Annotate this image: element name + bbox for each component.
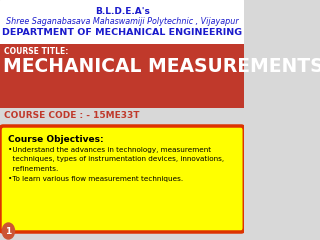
Text: •Understand the advances in technology, measurement: •Understand the advances in technology, … [8, 147, 211, 153]
Text: COURSE TITLE:: COURSE TITLE: [4, 47, 68, 56]
FancyBboxPatch shape [0, 0, 245, 67]
FancyBboxPatch shape [0, 126, 244, 232]
Circle shape [2, 223, 14, 239]
Text: B.L.D.E.A's: B.L.D.E.A's [95, 7, 149, 16]
Text: refinements.: refinements. [8, 166, 58, 172]
Text: COURSE CODE : - 15ME33T: COURSE CODE : - 15ME33T [4, 111, 139, 120]
Text: Course Objectives:: Course Objectives: [8, 135, 103, 144]
Text: •To learn various flow measurement techniques.: •To learn various flow measurement techn… [8, 175, 183, 181]
Bar [0, 108, 244, 130]
Text: 1: 1 [5, 227, 12, 235]
Text: DEPARTMENT OF MECHANICAL ENGINEERING: DEPARTMENT OF MECHANICAL ENGINEERING [2, 28, 242, 37]
Bar [0, 44, 244, 108]
Text: techniques, types of instrumentation devices, innovations,: techniques, types of instrumentation dev… [8, 156, 224, 162]
Text: Shree Saganabasava Mahaswamiji Polytechnic , Vijayapur: Shree Saganabasava Mahaswamiji Polytechn… [6, 17, 238, 26]
Text: MECHANICAL MEASUREMENTS: MECHANICAL MEASUREMENTS [3, 57, 320, 76]
